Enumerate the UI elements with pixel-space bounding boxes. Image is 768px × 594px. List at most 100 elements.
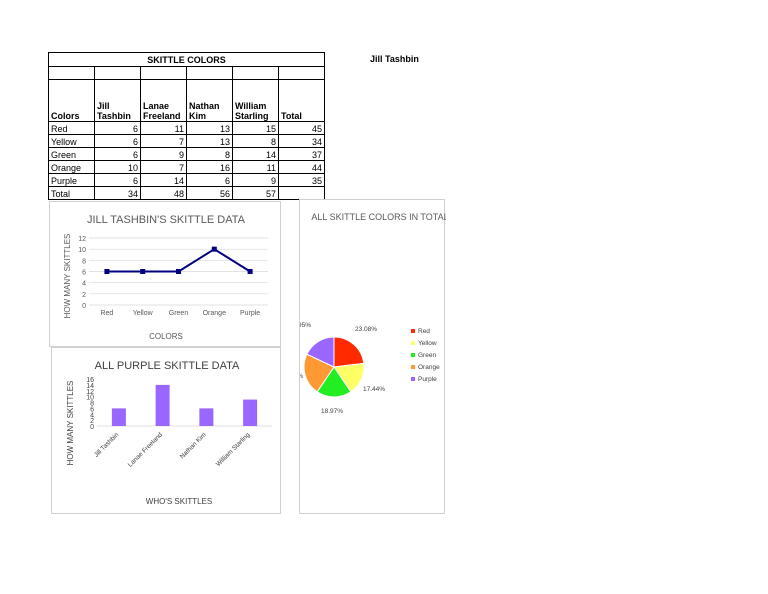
y-tick-label: 4 bbox=[82, 281, 86, 288]
y-tick-label: 2 bbox=[82, 292, 86, 299]
legend-swatch bbox=[411, 377, 415, 381]
x-tick-label: Jill Tashbin bbox=[93, 431, 121, 459]
x-tick-label: Purple bbox=[240, 310, 260, 317]
column-header: William Starling bbox=[232, 79, 279, 122]
table-cell: 13 bbox=[186, 134, 233, 148]
y-tick-label: 2 bbox=[90, 418, 94, 425]
bar-chart-panel: ALL PURPLE SKITTLE DATA 0 2 4 6 8 10 12 14 16 Jill… bbox=[51, 347, 281, 514]
slice-label: 17.44% bbox=[363, 386, 385, 393]
x-axis-label: COLORS bbox=[149, 332, 183, 341]
slice-label: 18.97% bbox=[321, 408, 343, 415]
table-cell: 16 bbox=[186, 160, 233, 174]
table-cell: 45 bbox=[278, 121, 325, 135]
author-name: Jill Tashbin bbox=[370, 54, 419, 64]
table-cell bbox=[278, 186, 325, 200]
y-tick-label: 8 bbox=[90, 401, 94, 408]
bar bbox=[199, 408, 214, 426]
table-cell: 8 bbox=[232, 134, 279, 148]
x-tick-label: Green bbox=[169, 310, 189, 317]
column-header: Lanae Freeland bbox=[140, 79, 187, 122]
bar bbox=[243, 399, 258, 426]
table-cell: 11 bbox=[232, 160, 279, 174]
bar bbox=[155, 384, 170, 426]
y-tick-label: 6 bbox=[82, 270, 86, 277]
x-tick-label: William Starling bbox=[215, 431, 252, 468]
row-label: Yellow bbox=[48, 134, 95, 148]
legend-label: Green bbox=[418, 352, 436, 359]
y-tick-label: 0 bbox=[82, 303, 86, 310]
pie-chart-panel: ALL SKITTLE COLORS IN TOTAL 23.08% 17.44% 1… bbox=[281, 199, 449, 514]
table-cell: 37 bbox=[278, 147, 325, 161]
table-cell: 48 bbox=[140, 186, 187, 200]
skittle-colors-table: SKITTLE COLORS Colors Jill Tashbin Lanae Fr… bbox=[48, 52, 325, 200]
data-point bbox=[176, 269, 181, 274]
table-cell: 14 bbox=[232, 147, 279, 161]
x-tick-label: Orange bbox=[203, 310, 226, 317]
table-header-row: Colors Jill Tashbin Lanae Freeland Nathan K… bbox=[48, 79, 325, 122]
slice-label: 23.08% bbox=[355, 326, 377, 333]
row-label: Red bbox=[48, 121, 95, 135]
legend-label: Purple bbox=[418, 376, 437, 383]
pie-chart: ALL SKITTLE COLORS IN TOTAL 23.08% 17.44% 1… bbox=[281, 212, 449, 415]
pie-slice bbox=[333, 336, 365, 368]
legend-swatch bbox=[411, 329, 415, 333]
table-cell: 34 bbox=[278, 134, 325, 148]
table-title-row: SKITTLE COLORS bbox=[48, 52, 325, 67]
table-cell: 35 bbox=[278, 173, 325, 187]
table-cell: 14 bbox=[140, 173, 187, 187]
row-label: Purple bbox=[48, 173, 95, 187]
table-row: Orange 10 7 16 11 44 bbox=[48, 160, 325, 174]
y-tick-label: 16 bbox=[86, 377, 94, 384]
empty-cell bbox=[140, 66, 187, 80]
column-header: Nathan Kim bbox=[186, 79, 233, 122]
y-tick-label: 12 bbox=[86, 389, 94, 396]
x-axis-label: WHO'S SKITTLES bbox=[146, 497, 212, 506]
line-chart: JILL TASHBIN'S SKITTLE DATA 0 2 4 6 8 10 12 Red Y… bbox=[63, 214, 268, 341]
y-tick-label: 10 bbox=[86, 395, 94, 402]
data-point bbox=[211, 246, 217, 252]
line-chart-panel: JILL TASHBIN'S SKITTLE DATA 0 2 4 6 8 10 12 Red Y… bbox=[49, 201, 281, 347]
y-axis-label: HOW MANY SKITTLES bbox=[66, 381, 75, 466]
table-row: Yellow 6 7 13 8 34 bbox=[48, 134, 325, 148]
table-spacer-row bbox=[48, 66, 325, 80]
legend-label: Orange bbox=[418, 364, 440, 371]
y-tick-label: 8 bbox=[82, 258, 86, 265]
empty-cell bbox=[278, 66, 325, 80]
y-tick-label: 14 bbox=[86, 383, 94, 390]
legend-swatch bbox=[411, 353, 415, 357]
chart-title: JILL TASHBIN'S SKITTLE DATA bbox=[87, 214, 246, 226]
table-cell: 6 bbox=[94, 134, 141, 148]
column-header: Total bbox=[278, 79, 325, 122]
legend-label: Red bbox=[418, 328, 430, 335]
x-tick-label: Yellow bbox=[133, 310, 154, 317]
y-axis-label: HOW MANY SKITTLES bbox=[63, 234, 72, 319]
table-cell: 9 bbox=[232, 173, 279, 187]
row-label: Total bbox=[48, 186, 95, 200]
slice-label: 22.56% bbox=[300, 373, 303, 380]
empty-cell bbox=[94, 66, 141, 80]
slice-label: 17.95% bbox=[300, 322, 311, 329]
column-header: Colors bbox=[48, 79, 95, 122]
table-cell: 13 bbox=[186, 121, 233, 135]
row-label: Orange bbox=[48, 160, 95, 174]
table-cell: 56 bbox=[186, 186, 233, 200]
bar bbox=[111, 408, 126, 426]
table-cell: 6 bbox=[94, 147, 141, 161]
table-cell: 6 bbox=[186, 173, 233, 187]
row-label: Green bbox=[48, 147, 95, 161]
table-cell: 7 bbox=[140, 134, 187, 148]
table-cell: 6 bbox=[94, 173, 141, 187]
y-tick-label: 0 bbox=[90, 424, 94, 431]
table-row: Purple 6 14 6 9 35 bbox=[48, 173, 325, 187]
chart-title: ALL PURPLE SKITTLE DATA bbox=[95, 360, 240, 372]
y-tick-label: 10 bbox=[78, 247, 86, 254]
empty-cell bbox=[232, 66, 279, 80]
column-header: Jill Tashbin bbox=[94, 79, 141, 122]
table-title: SKITTLE COLORS bbox=[48, 52, 325, 67]
empty-cell bbox=[48, 66, 95, 80]
table-cell: 8 bbox=[186, 147, 233, 161]
empty-cell bbox=[186, 66, 233, 80]
table-cell: 15 bbox=[232, 121, 279, 135]
pie-slice bbox=[306, 336, 335, 368]
